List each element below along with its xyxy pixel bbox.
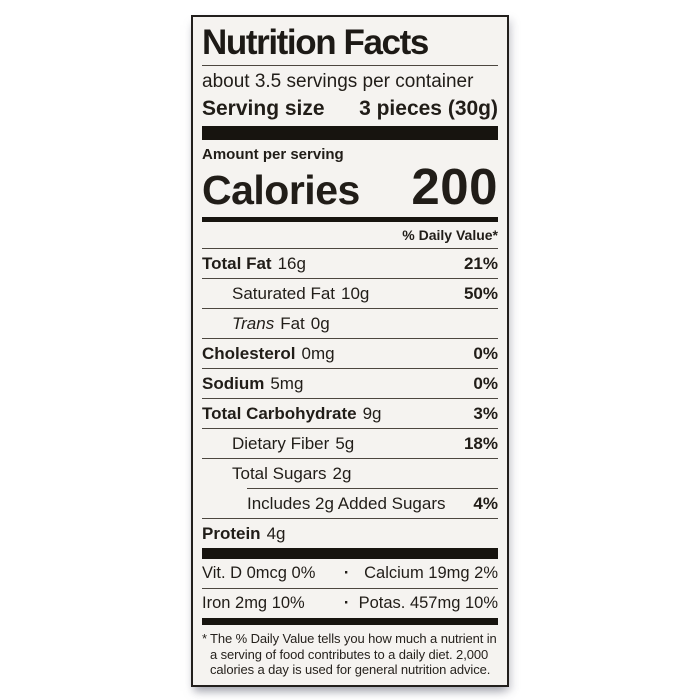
potassium-value: Potas. 457mg 10% [358,594,498,612]
nutrient-dv: 3% [473,404,498,423]
dot-separator: · [343,564,350,582]
nutrient-row-sodium: Sodium 5mg 0% [202,368,498,398]
footnote-asterisk: * [202,631,207,646]
nutrient-amount: 0g [310,314,330,333]
footnote-separator-bar [202,618,498,625]
calories-separator-bar [202,217,498,222]
footnote-text: The % Daily Value tells you how much a n… [210,631,497,677]
iron-value: Iron 2mg 10% [202,594,305,612]
calories-label: Calories [202,167,360,213]
nutrient-name: Protein [202,524,261,543]
nutrient-amount: 5mg [270,374,304,393]
nutrient-name: Sodium [202,374,265,393]
serving-size-label: Serving size [202,97,325,120]
nutrient-amount: 10g [341,284,370,303]
nutrient-amount: 2g [332,464,352,483]
nutrient-row-total-sugars: Total Sugars 2g [202,458,498,488]
dot-separator: · [343,594,350,612]
nutrient-amount: 0mg [301,344,335,363]
nutrient-name: Total Carbohydrate [202,404,357,423]
divider [202,65,498,66]
nutrition-facts-label: Nutrition Facts about 3.5 servings per c… [191,15,509,687]
nutrient-dv: 50% [463,284,498,303]
nutrient-amount: 16g [277,254,306,273]
nutrient-dv: 0% [473,344,498,363]
micronutrient-row-1: Vit. D 0mcg 0% · Calcium 19mg 2% [202,559,498,588]
nutrient-rows: Total Fat 16g 21% Saturated Fat 10g 50% Tr… [202,249,498,548]
nutrient-row-cholesterol: Cholesterol 0mg 0% [202,338,498,368]
nutrient-name-italic: Trans [232,314,275,333]
nutrient-name: Saturated Fat [232,284,336,303]
nutrient-name: Includes 2g Added Sugars [247,494,446,513]
nutrient-dv: 0% [473,374,498,393]
nutrient-name: Total Sugars [232,464,327,483]
nutrient-name: Cholesterol [202,344,296,363]
nutrient-name: Fat [280,314,305,333]
nutrient-row-saturated-fat: Saturated Fat 10g 50% [202,278,498,308]
nutrient-row-added-sugars: Includes 2g Added Sugars 4% [247,488,498,518]
vitamin-d-value: Vit. D 0mcg 0% [202,564,316,582]
mid-separator-bar [202,548,498,559]
nutrient-dv: 18% [463,434,498,453]
calories-value: 200 [411,158,498,215]
serving-size-value: 3 pieces (30g) [359,97,498,120]
nutrient-dv: 21% [463,254,498,273]
nutrient-amount: 5g [335,434,355,453]
daily-value-footnote: * The % Daily Value tells you how much a… [202,625,498,678]
nutrient-name: Total Fat [202,254,272,273]
nutrient-row-dietary-fiber: Dietary Fiber 5g 18% [202,428,498,458]
nutrient-row-protein: Protein 4g [202,518,498,548]
nutrient-amount: 9g [362,404,382,423]
micronutrient-section: Vit. D 0mcg 0% · Calcium 19mg 2% Iron 2m… [202,559,498,618]
thick-separator-bar [202,126,498,140]
serving-size-row: Serving size 3 pieces (30g) [202,95,498,126]
nutrient-amount: 4g [266,524,286,543]
nutrient-dv: 4% [473,494,498,513]
micronutrient-row-2: Iron 2mg 10% · Potas. 457mg 10% [202,588,498,618]
label-title: Nutrition Facts [202,23,429,62]
amount-per-serving-label: Amount per serving [202,146,344,163]
servings-per-container: about 3.5 servings per container [202,71,474,92]
nutrient-row-total-fat: Total Fat 16g 21% [202,249,498,278]
calories-row: Calories 200 [202,158,498,215]
nutrient-row-trans-fat: Trans Fat 0g [202,308,498,338]
calcium-value: Calcium 19mg 2% [364,564,498,582]
nutrient-row-total-carbohydrate: Total Carbohydrate 9g 3% [202,398,498,428]
daily-value-header: % Daily Value* [202,222,498,249]
nutrient-name: Dietary Fiber [232,434,330,453]
